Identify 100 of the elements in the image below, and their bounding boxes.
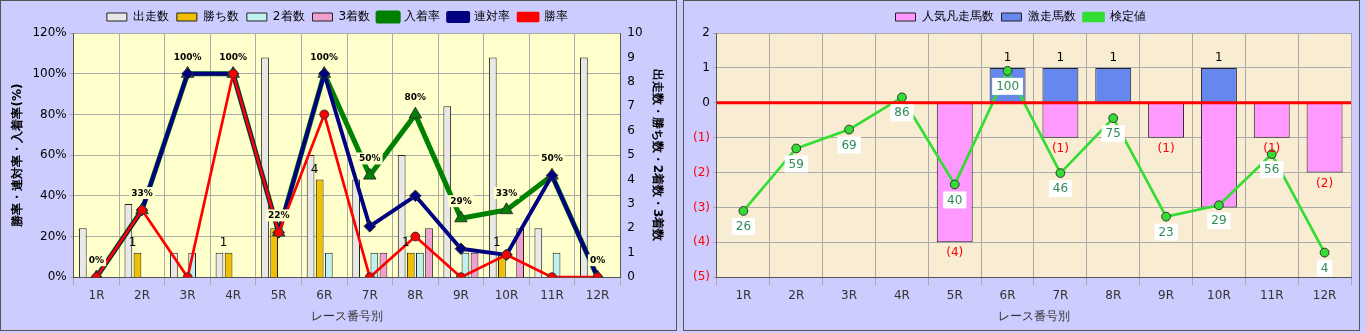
y-tick-label: 2: [702, 25, 710, 40]
y2-tick-label: 5: [627, 147, 635, 162]
data-label: 1: [1109, 50, 1118, 65]
y-tick-label: 60%: [40, 147, 67, 162]
legend-label: 激走馬数: [1027, 9, 1076, 24]
data-label: 1: [128, 234, 137, 249]
y2-tick-label: 2: [627, 220, 635, 235]
legend-label: 3着数: [338, 9, 371, 24]
data-label: 40: [947, 192, 963, 207]
x-tick-label: 6R: [999, 287, 1016, 302]
y-tick-label: (4): [693, 234, 710, 249]
x-tick-label: 4R: [893, 287, 910, 302]
y-tick-label: 100%: [32, 65, 67, 80]
legend-label: 勝率: [544, 9, 569, 24]
x-tick-label: 7R: [361, 287, 378, 302]
x-axis-title: レース番号別: [998, 308, 1070, 323]
legend-label: 勝ち数: [202, 9, 239, 24]
x-tick-label: 1R: [735, 287, 752, 302]
y2-tick-label: 6: [627, 122, 635, 137]
x-tick-label: 4R: [225, 287, 242, 302]
x-tick-label: 11R: [540, 287, 564, 302]
data-label: 1: [1003, 50, 1012, 65]
x-tick-label: 10R: [1207, 287, 1231, 302]
x-tick-label: 8R: [1105, 287, 1122, 302]
legend-label: 2着数: [272, 9, 305, 24]
x-tick-label: 11R: [1259, 287, 1284, 302]
data-label: 100%: [173, 51, 202, 62]
data-label: 75: [1105, 126, 1121, 141]
y-tick-label: 0: [702, 94, 710, 109]
y2-tick-label: 7: [627, 98, 635, 113]
data-label: (4): [946, 245, 964, 260]
y-tick-label: (1): [693, 129, 710, 144]
y-tick-label: 0%: [47, 269, 67, 284]
y-tick-label: (3): [693, 199, 710, 214]
y2-tick-label: 8: [627, 73, 635, 88]
x-tick-label: 10R: [494, 287, 519, 302]
data-label: 0%: [589, 255, 606, 266]
data-label: 56: [1264, 162, 1280, 177]
data-label: (1): [1157, 140, 1175, 155]
data-label: 1: [1215, 50, 1223, 65]
y-tick-label: 1: [702, 60, 710, 75]
x-tick-label: 12R: [585, 287, 610, 302]
data-label: 23: [1158, 224, 1174, 239]
legend-label: 入着率: [404, 9, 441, 24]
data-label: 1: [1056, 50, 1065, 65]
x-tick-label: 9R: [452, 287, 469, 302]
data-label: 33%: [495, 187, 518, 198]
x-tick-label: 3R: [841, 287, 858, 302]
x-tick-label: 1R: [88, 287, 105, 302]
y-tick-label: (2): [693, 164, 710, 179]
data-label: (1): [1263, 140, 1281, 155]
y2-tick-label: 9: [627, 49, 635, 64]
data-label: 4: [1320, 260, 1329, 275]
x-tick-label: 12R: [1312, 287, 1337, 302]
legend-label: 人気凡走馬数: [921, 9, 994, 24]
x-tick-label: 8R: [407, 287, 424, 302]
x-tick-label: 3R: [179, 287, 196, 302]
data-label: 29%: [450, 196, 472, 207]
legend-label: 出走数: [132, 9, 169, 24]
data-label: 50%: [541, 153, 563, 164]
x-tick-label: 2R: [134, 287, 151, 302]
x-tick-label: 7R: [1052, 287, 1069, 302]
legend-label: 連対率: [474, 9, 511, 24]
x-tick-label: 9R: [1158, 287, 1175, 302]
data-label: 29: [1211, 213, 1227, 228]
legend-label: 検定値: [1109, 9, 1146, 24]
data-label: 26: [735, 219, 752, 234]
y2-tick-label: 10: [627, 25, 643, 40]
data-label: 4: [310, 161, 319, 176]
data-label: 80%: [404, 92, 427, 103]
data-label: 46: [1052, 181, 1069, 196]
x-tick-label: 5R: [270, 287, 287, 302]
data-label: 22%: [267, 210, 290, 221]
y2-tick-label: 1: [627, 244, 635, 259]
data-label: 100: [996, 78, 1020, 93]
data-label: 33%: [131, 187, 153, 198]
data-label: 100%: [310, 51, 339, 62]
x-tick-label: 6R: [316, 287, 333, 302]
data-label: 1: [493, 234, 501, 249]
y-tick-label: 80%: [40, 106, 67, 121]
y-tick-label: 120%: [32, 25, 67, 40]
data-label: 0%: [88, 255, 105, 266]
data-label: (2): [1316, 175, 1334, 190]
y-tick-label: 20%: [40, 228, 67, 243]
data-label: 86: [894, 105, 910, 120]
y-axis-title: 勝率・連対率・入着率(%): [10, 83, 25, 228]
data-label: 59: [788, 156, 804, 171]
y2-axis-title: 出走数・勝ち数・2着数・3着数: [650, 68, 665, 243]
data-label: 1: [219, 234, 228, 249]
data-label: (1): [1051, 140, 1069, 155]
y-tick-label: (5): [693, 269, 710, 284]
y2-tick-label: 0: [627, 269, 635, 284]
y2-tick-label: 3: [627, 196, 635, 211]
data-label: 100%: [219, 51, 248, 62]
y2-tick-label: 4: [627, 171, 635, 186]
data-label: 69: [841, 137, 857, 152]
data-label: 50%: [359, 153, 381, 164]
y-tick-label: 40%: [40, 187, 67, 202]
x-tick-label: 2R: [788, 287, 805, 302]
x-tick-label: 5R: [946, 287, 963, 302]
